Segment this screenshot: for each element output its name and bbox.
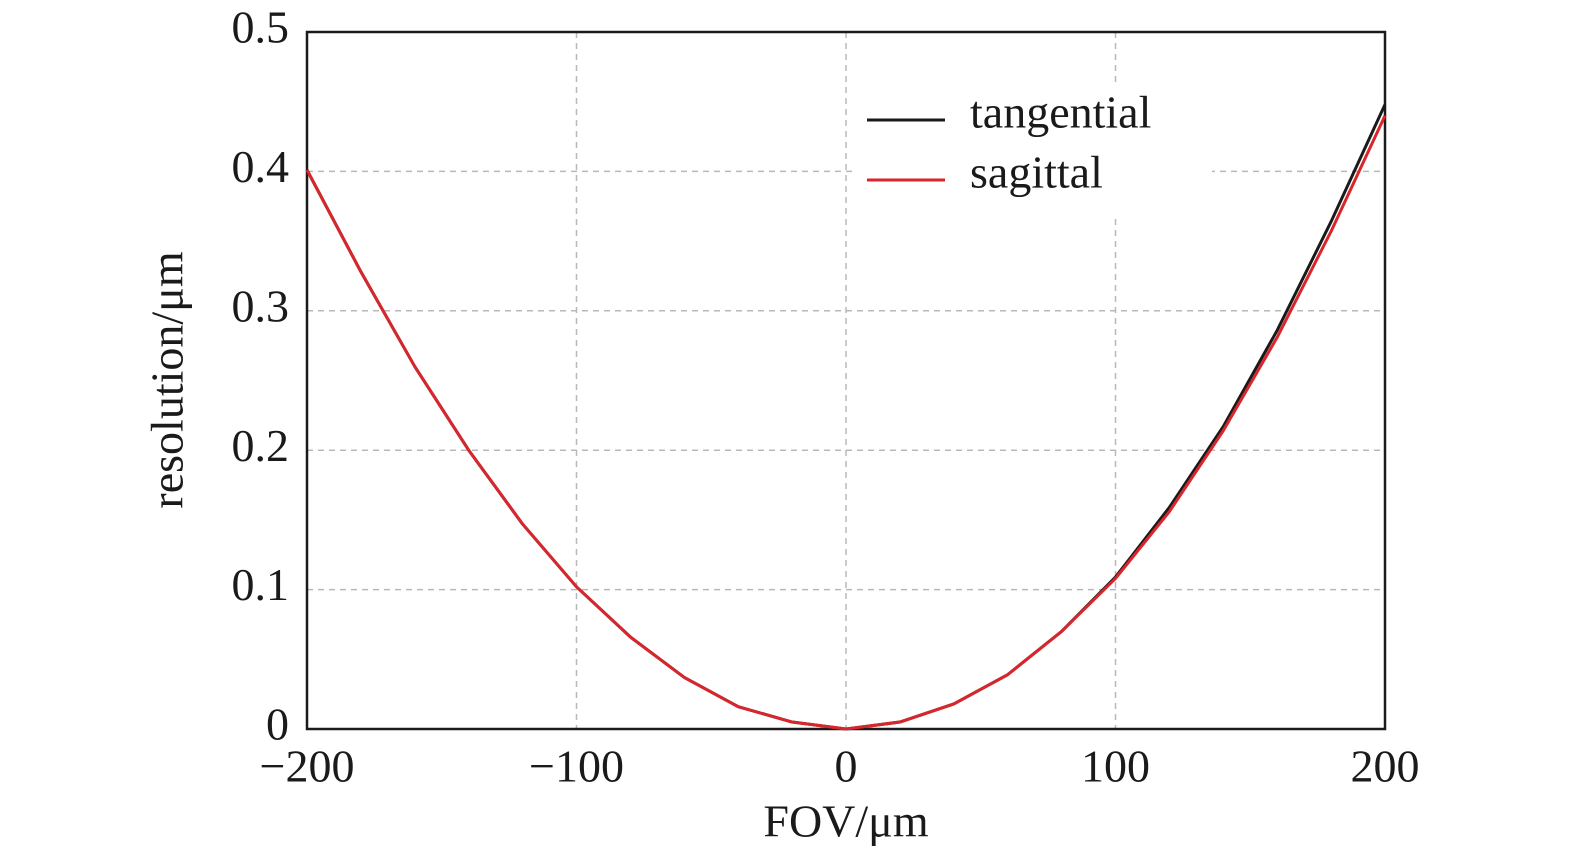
y-tick-label: 0.4 (232, 141, 290, 192)
x-tick-label: 0 (835, 741, 858, 792)
legend-label: tangential (970, 87, 1151, 138)
y-tick-label: 0.1 (232, 559, 290, 610)
legend-box (852, 85, 1212, 215)
x-tick-label: −100 (529, 741, 624, 792)
y-tick-label: 0.5 (232, 2, 290, 53)
x-axis-label: FOV/μm (763, 796, 928, 847)
legend-label: sagittal (970, 147, 1103, 198)
x-tick-label: −200 (260, 741, 355, 792)
series-line (305, 115, 1387, 731)
y-tick-label: 0 (266, 699, 289, 750)
y-axis-label: resolution/μm (142, 251, 193, 508)
x-tick-label: 100 (1081, 741, 1150, 792)
y-tick-label: 0.3 (232, 280, 290, 331)
y-tick-label: 0.2 (232, 420, 290, 471)
x-tick-label: 200 (1351, 741, 1420, 792)
